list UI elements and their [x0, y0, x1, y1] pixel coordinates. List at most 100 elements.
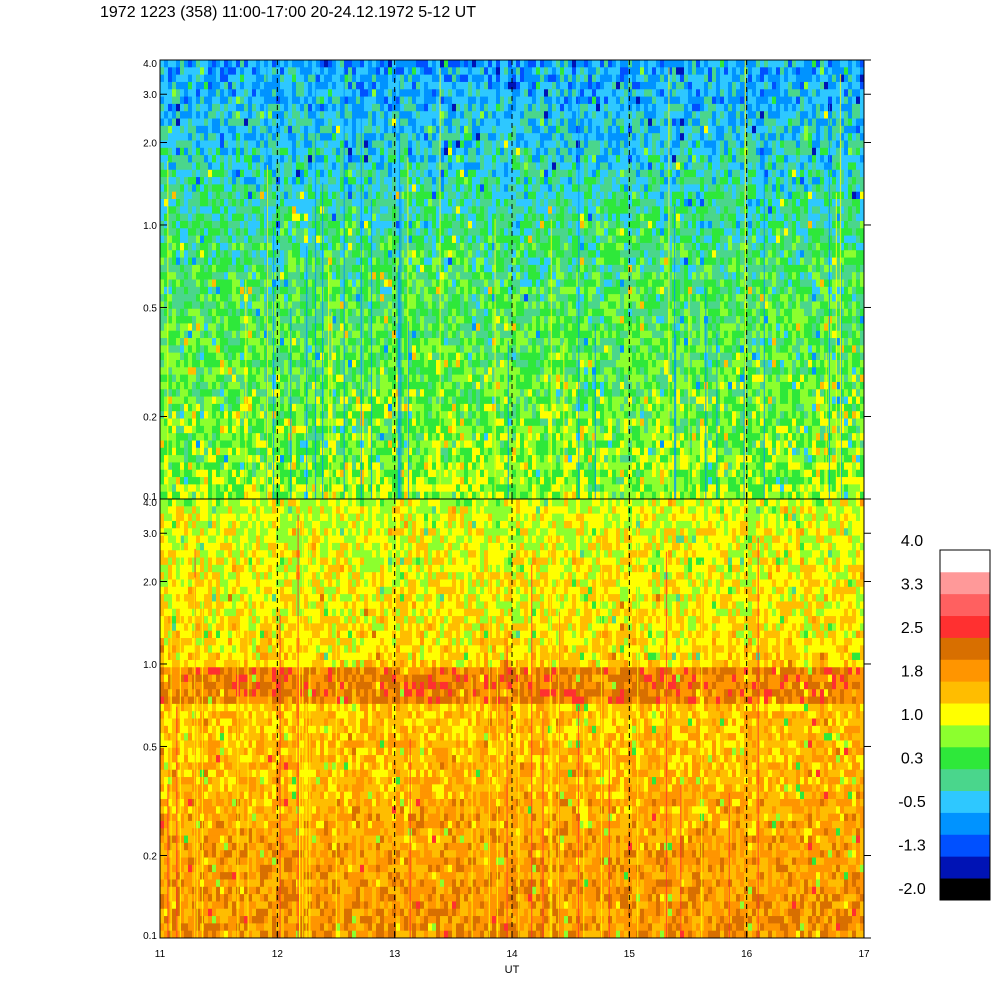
heatmap-cell	[296, 381, 301, 390]
heatmap-cell	[464, 403, 469, 412]
heatmap-cell	[344, 81, 349, 90]
heatmap-cell	[240, 228, 245, 237]
heatmap-cell	[460, 220, 465, 229]
heatmap-cell	[348, 155, 353, 164]
heatmap-cell	[484, 381, 489, 390]
heatmap-cell	[184, 411, 189, 420]
heatmap-cell	[456, 294, 461, 303]
heatmap-cell	[252, 484, 257, 493]
heatmap-cell	[372, 345, 377, 354]
heatmap-cell	[408, 301, 413, 310]
heatmap-cell	[416, 381, 421, 390]
heatmap-cell	[460, 425, 465, 434]
heatmap-cell	[356, 403, 361, 412]
heatmap-cell	[324, 425, 329, 434]
heatmap-cell	[196, 301, 201, 310]
heatmap-cell	[332, 67, 337, 76]
heatmap-cell	[308, 396, 313, 405]
heatmap-cell	[408, 257, 413, 266]
heatmap-cell	[252, 440, 257, 449]
heatmap-cell	[448, 367, 453, 376]
heatmap-cell	[216, 89, 221, 98]
heatmap-cell	[352, 301, 357, 310]
heatmap-cell	[456, 433, 461, 442]
heatmap-cell	[328, 352, 333, 361]
heatmap-cell	[328, 155, 333, 164]
heatmap-cell	[200, 359, 205, 368]
heatmap-cell	[224, 389, 229, 398]
heatmap-cell	[188, 447, 193, 456]
heatmap-cell	[172, 147, 177, 156]
heatmap-cell	[248, 484, 253, 493]
heatmap-cell	[180, 125, 185, 134]
heatmap-cell	[308, 484, 313, 493]
heatmap-cell	[220, 74, 225, 83]
heatmap-cell	[236, 484, 241, 493]
heatmap-cell	[380, 367, 385, 376]
heatmap-cell	[212, 323, 217, 332]
heatmap-cell	[164, 206, 169, 215]
heatmap-cell	[324, 242, 329, 251]
heatmap-cell	[416, 74, 421, 83]
heatmap-cell	[324, 389, 329, 398]
heatmap-cell	[228, 484, 233, 493]
heatmap-cell	[168, 345, 173, 354]
heatmap-cell	[252, 133, 257, 142]
heatmap-cell	[472, 440, 477, 449]
heatmap-cell	[432, 272, 437, 281]
heatmap-cell	[268, 250, 273, 259]
heatmap-cell	[192, 140, 197, 149]
heatmap-cell	[348, 367, 353, 376]
heatmap-cell	[368, 338, 373, 346]
heatmap-cell	[416, 199, 421, 207]
heatmap-cell	[184, 462, 189, 471]
heatmap-cell	[412, 433, 417, 442]
heatmap-cell	[400, 389, 405, 398]
heatmap-cell	[240, 257, 245, 266]
heatmap-cell	[188, 228, 193, 237]
heatmap-cell	[408, 162, 413, 171]
heatmap-cell	[176, 455, 181, 464]
heatmap-cell	[268, 301, 273, 310]
heatmap-cell	[284, 374, 289, 383]
heatmap-cell	[352, 294, 357, 303]
heatmap-cell	[356, 169, 361, 178]
heatmap-cell	[212, 330, 217, 339]
heatmap-cell	[276, 301, 281, 310]
heatmap-cell	[384, 177, 389, 185]
heatmap-cell	[212, 96, 217, 105]
heatmap-cell	[332, 411, 337, 420]
heatmap-cell	[316, 213, 321, 222]
heatmap-cell	[420, 374, 425, 383]
heatmap-cell	[460, 279, 465, 288]
heatmap-cell	[260, 381, 265, 390]
heatmap-cell	[452, 199, 457, 207]
heatmap-cell	[428, 177, 433, 185]
heatmap-cell	[180, 338, 185, 346]
heatmap-cell	[288, 147, 293, 156]
heatmap-cell	[164, 213, 169, 222]
heatmap-cell	[176, 279, 181, 288]
heatmap-cell	[184, 381, 189, 390]
heatmap-cell	[288, 264, 293, 273]
heatmap-cell	[316, 206, 321, 215]
heatmap-cell	[180, 220, 185, 229]
heatmap-cell	[412, 374, 417, 383]
heatmap-cell	[292, 418, 297, 427]
heatmap-cell	[452, 67, 457, 76]
heatmap-cell	[216, 220, 221, 229]
heatmap-cell	[436, 133, 441, 142]
heatmap-cell	[324, 250, 329, 259]
heatmap-cell	[476, 184, 481, 193]
heatmap-cell	[448, 199, 453, 207]
heatmap-cell	[424, 477, 429, 485]
heatmap-cell	[272, 67, 277, 76]
heatmap-cell	[216, 381, 221, 390]
heatmap-cell	[196, 96, 201, 105]
heatmap-cell	[232, 286, 237, 295]
heatmap-cell	[216, 96, 221, 105]
heatmap-cell	[172, 308, 177, 317]
heatmap-cell	[176, 433, 181, 442]
heatmap-cell	[420, 250, 425, 259]
heatmap-cell	[316, 257, 321, 266]
